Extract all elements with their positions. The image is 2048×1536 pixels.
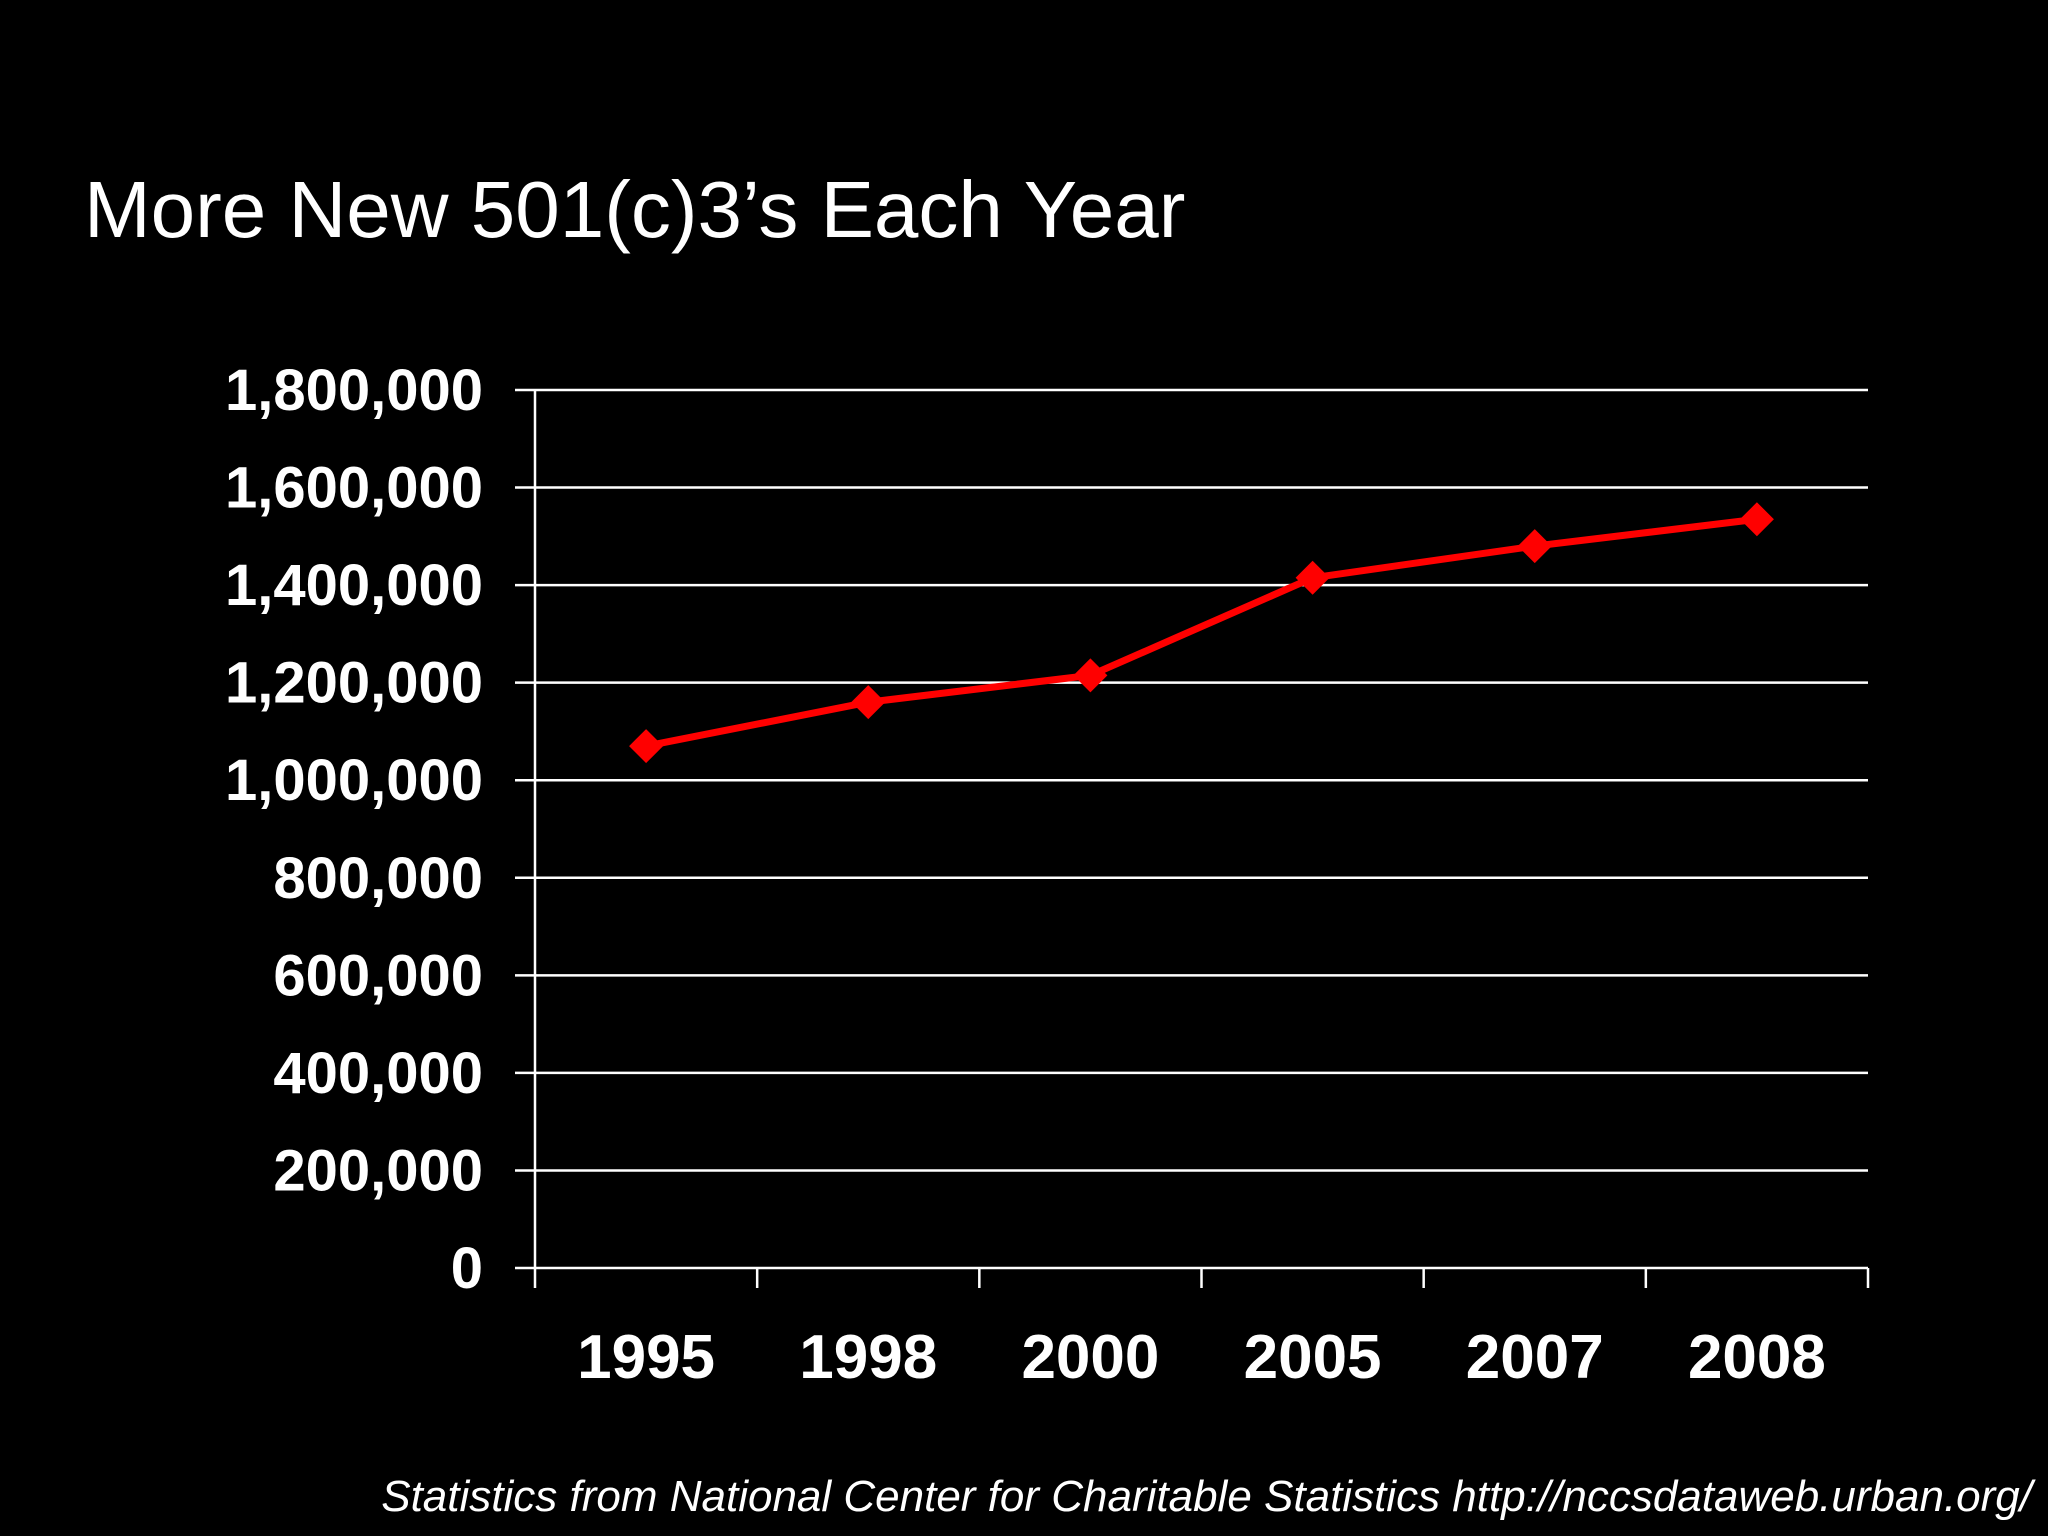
gridlines [535, 388, 1868, 1172]
data-series [629, 502, 1774, 764]
x-axis-tick-labels: 1995 1998 2000 2005 2007 2008 [577, 1323, 1826, 1392]
y-tick-label: 1,600,000 [225, 456, 483, 521]
y-axis-tick-labels: 0 200,000 400,000 600,000 800,000 1,000,000 1,… [225, 358, 483, 1301]
series-line [642, 515, 1761, 750]
x-tick-label: 2007 [1466, 1323, 1604, 1392]
x-tick-label: 1995 [577, 1323, 715, 1392]
x-tick-label: 2000 [1021, 1323, 1159, 1392]
data-point-marker [1073, 658, 1108, 693]
y-tick-label: 400,000 [273, 1041, 483, 1106]
y-tick-label: 800,000 [273, 846, 483, 911]
source-note: Statistics from National Center for Char… [381, 1472, 2032, 1521]
x-tick-label: 1998 [799, 1323, 937, 1392]
y-tick-label: 0 [451, 1236, 483, 1301]
y-tick-label: 200,000 [273, 1138, 483, 1203]
y-tick-label: 1,800,000 [225, 358, 483, 423]
slide-title: More New 501(c)3’s Each Year [84, 165, 1186, 254]
data-point-marker [1739, 502, 1774, 537]
x-tick-label: 2005 [1244, 1323, 1382, 1392]
y-tick-label: 600,000 [273, 943, 483, 1008]
x-tick-label: 2008 [1688, 1323, 1826, 1392]
axes [515, 388, 1870, 1288]
y-tick-label: 1,400,000 [225, 553, 483, 618]
y-tick-label: 1,200,000 [225, 651, 483, 716]
data-point-marker [629, 729, 664, 764]
data-point-marker [1295, 560, 1330, 595]
data-point-marker [1517, 529, 1552, 564]
y-tick-label: 1,000,000 [225, 748, 483, 813]
data-point-marker [851, 685, 886, 720]
